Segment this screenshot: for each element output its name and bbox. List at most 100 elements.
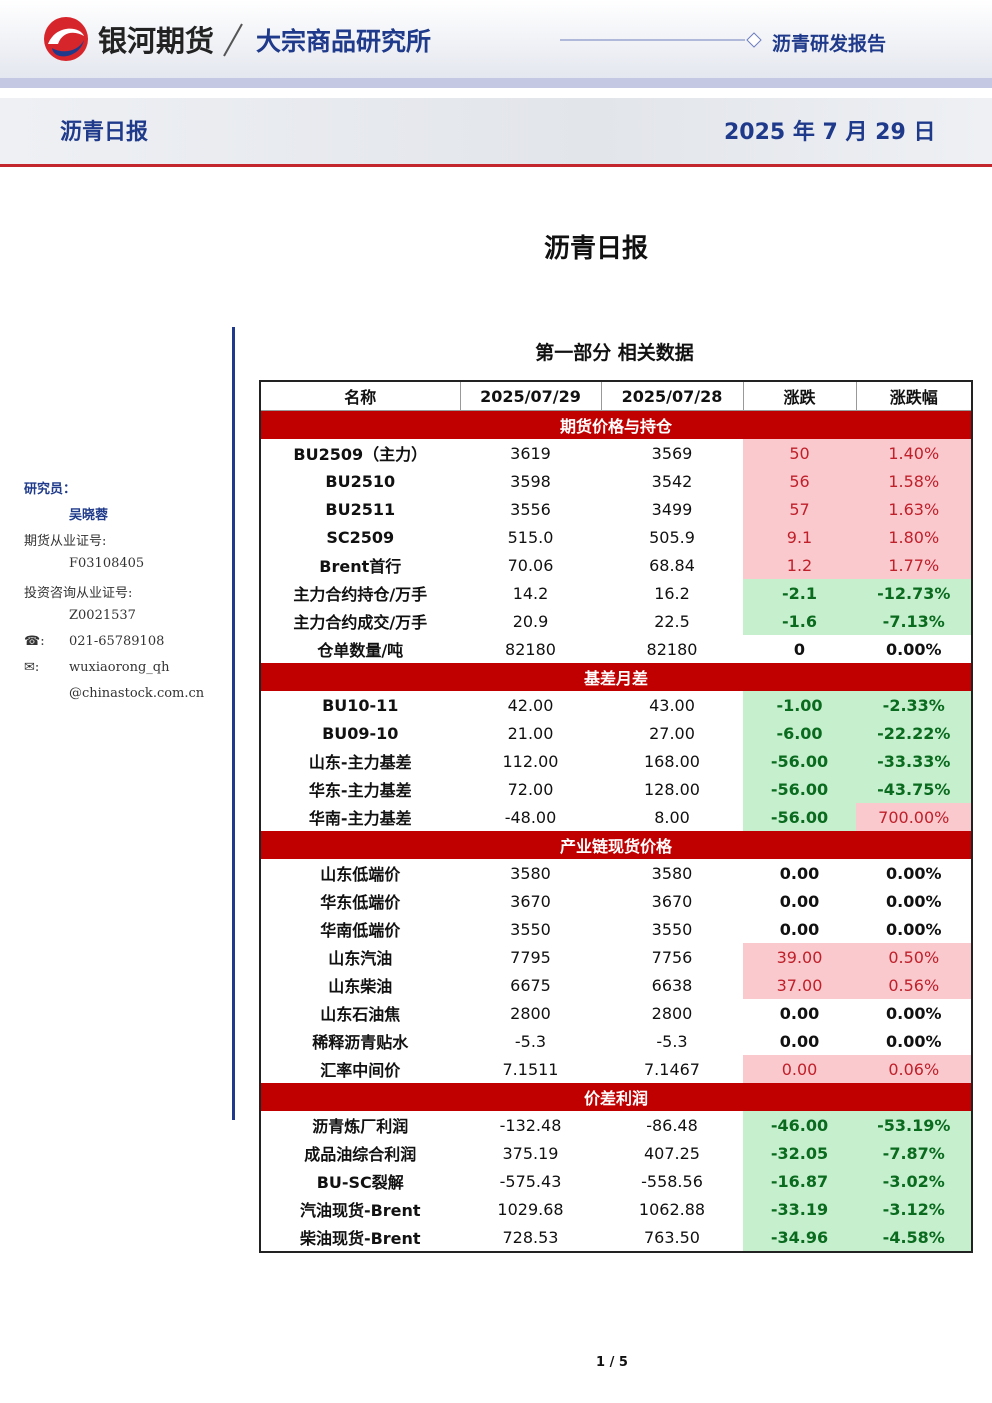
column-header: 名称: [259, 380, 461, 411]
cell: 3569: [651, 443, 693, 463]
column-header: 2025/07/28: [600, 380, 744, 411]
report-type: 沥青研发报告: [772, 33, 887, 55]
sidebar-rule: [232, 327, 235, 1120]
cell: 0.00: [779, 863, 820, 883]
group-name: 基差月差: [260, 663, 972, 691]
decor-line: [560, 32, 762, 48]
report-name: 沥青日报: [60, 120, 149, 145]
cell: -132.48: [499, 1115, 562, 1135]
data-row: BU-SC裂解 -575.43 -558.56 -16.87 -3.02%: [260, 1167, 972, 1195]
cell: 0.00%: [885, 863, 942, 883]
data-row: SC2509 515.0 505.9 9.1 1.80%: [260, 523, 972, 551]
data-row: BU2509（主力） 3619 3569 50 1.40%: [260, 439, 972, 467]
cell: -4.58%: [856, 1223, 972, 1252]
row-name: Brent首行: [319, 557, 402, 576]
cell: -56.00: [743, 747, 856, 775]
cell: 515.0: [507, 527, 554, 547]
cell: 42.00: [507, 695, 554, 715]
cell: 22.5: [654, 611, 690, 631]
data-row: 主力合约成交/万手 20.9 22.5 -1.6 -7.13%: [260, 607, 972, 635]
group-row: 价差利润: [260, 1083, 972, 1111]
cell: -86.48: [646, 1115, 698, 1135]
group-row: 产业链现货价格: [260, 831, 972, 859]
cell: 0.00%: [885, 639, 942, 659]
row-name: 山东汽油: [328, 949, 393, 968]
data-row: BU09-10 21.00 27.00 -6.00 -22.22%: [260, 719, 972, 747]
cell: -33.19: [743, 1195, 856, 1223]
row-name: BU2510: [325, 471, 396, 491]
researcher: 吴晓蓉: [69, 508, 109, 523]
cell: 68.84: [649, 555, 695, 575]
data-row: 华东-主力基差 72.00 128.00 -56.00 -43.75%: [260, 775, 972, 803]
row-name: BU-SC裂解: [316, 1173, 404, 1192]
cell: 3670: [510, 891, 551, 911]
cell: 375.19: [502, 1143, 559, 1163]
cell: 8.00: [654, 807, 690, 827]
row-name: 华南低端价: [320, 921, 401, 940]
cell: 1.63%: [856, 495, 972, 523]
row-name: 山东柴油: [328, 977, 393, 996]
cell: 0.00: [779, 1003, 820, 1023]
futures-cert-label: 期货从业证号:: [24, 534, 107, 549]
data-row: 山东低端价 3580 3580 0.00 0.00%: [260, 859, 972, 887]
report-date: 2025 年 7 月 29 日: [724, 120, 936, 145]
row-name: BU2509（主力）: [293, 445, 428, 464]
cell: -56.00: [743, 803, 856, 831]
cell: 82180: [505, 639, 556, 659]
page-title: 沥青日报: [543, 234, 648, 264]
cell: 1.77%: [856, 551, 972, 579]
row-name: 沥青炼厂利润: [312, 1117, 409, 1136]
cell: 2800: [510, 1003, 551, 1023]
cell: 3619: [510, 443, 551, 463]
row-name: 山东-主力基差: [308, 753, 412, 772]
data-row: 主力合约持仓/万手 14.2 16.2 -2.1 -12.73%: [260, 579, 972, 607]
phone: 021-65789108: [69, 634, 165, 649]
cell: 0.00%: [885, 891, 942, 911]
cell: -12.73%: [856, 579, 972, 607]
email: @chinastock.com.cn: [69, 686, 205, 701]
cell: 0.00: [779, 919, 820, 939]
cell: 27.00: [649, 723, 695, 743]
email-label: ✉:: [24, 660, 40, 675]
cell: 9.1: [743, 523, 856, 551]
data-row: 沥青炼厂利润 -132.48 -86.48 -46.00 -53.19%: [260, 1111, 972, 1139]
data-row: 山东-主力基差 112.00 168.00 -56.00 -33.33%: [260, 747, 972, 775]
cell: 0.00: [779, 1031, 820, 1051]
cell: -5.3: [514, 1031, 547, 1051]
top-banner: [0, 0, 992, 78]
cell: 0.00: [743, 1055, 856, 1083]
cell: -6.00: [743, 719, 856, 747]
cell: 0: [793, 639, 806, 659]
cell: -7.13%: [856, 607, 972, 635]
cell: 3542: [651, 471, 693, 491]
cell: 112.00: [502, 751, 559, 771]
data-row: 汽油现货-Brent 1029.68 1062.88 -33.19 -3.12%: [260, 1195, 972, 1223]
cell: 1062.88: [638, 1199, 706, 1219]
cell: 168.00: [644, 751, 700, 771]
cell: 407.25: [644, 1143, 700, 1163]
cell: -3.12%: [856, 1195, 972, 1223]
cell: -5.3: [656, 1031, 688, 1051]
page-number: 1 / 5: [596, 1355, 628, 1370]
cell: 0.56%: [856, 971, 972, 999]
cell: 50: [743, 439, 856, 467]
cell: 3550: [510, 919, 551, 939]
data-row: 汇率中间价 7.1511 7.1467 0.00 0.06%: [260, 1055, 972, 1083]
group-name: 产业链现货价格: [260, 831, 972, 859]
cell: 37.00: [743, 971, 856, 999]
cell: 7.1467: [644, 1059, 700, 1079]
row-name: BU10-11: [322, 695, 399, 715]
data-row: 华南低端价 3550 3550 0.00 0.00%: [260, 915, 972, 943]
cell: -3.02%: [856, 1167, 972, 1195]
banner-stripe: [0, 78, 992, 88]
cell: 20.9: [512, 611, 549, 631]
cell: 505.9: [649, 527, 695, 547]
data-row: BU2511 3556 3499 57 1.63%: [260, 495, 972, 523]
email: wuxiaorong_qh: [69, 660, 170, 675]
row-name: 山东石油焦: [320, 1005, 401, 1024]
group-row: 基差月差: [260, 663, 972, 691]
cell: 0.06%: [856, 1055, 972, 1083]
cell: -16.87: [743, 1167, 856, 1195]
row-name: BU2511: [325, 499, 396, 519]
cell: 3556: [510, 499, 551, 519]
